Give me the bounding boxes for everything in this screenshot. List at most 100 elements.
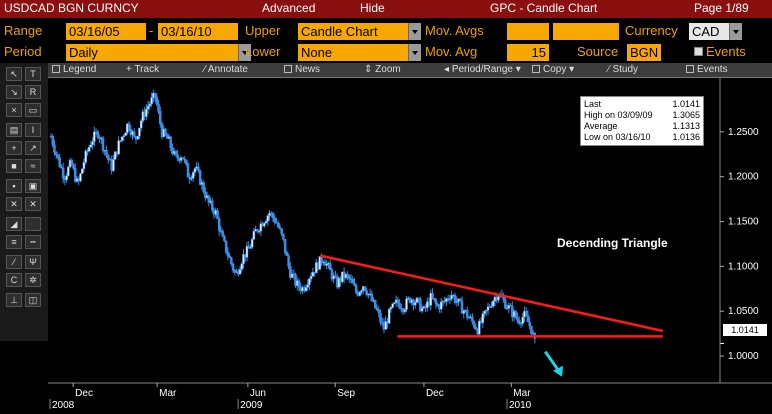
pen-tool-icon[interactable]: ⁄	[6, 255, 22, 269]
currency-dropdown-icon[interactable]	[729, 23, 742, 40]
candle-body	[325, 263, 328, 266]
text-tool-icon[interactable]: T	[25, 67, 41, 81]
candle-body	[282, 233, 285, 240]
move-tool-icon[interactable]: +	[6, 141, 22, 155]
candle-body	[398, 302, 401, 309]
track-button[interactable]: + Track	[126, 64, 160, 75]
y-tick-label: 1.1500	[728, 217, 759, 228]
candle-body	[268, 212, 271, 216]
candle-body	[370, 293, 374, 302]
lower-select[interactable]: None	[298, 44, 408, 61]
events-button[interactable]: Events	[686, 63, 728, 77]
candle-body	[79, 173, 82, 182]
bin-tool-icon[interactable]: ▪	[6, 179, 22, 193]
candle-body	[448, 298, 452, 301]
candle-body	[190, 177, 193, 180]
text-box-tool-icon[interactable]: I	[25, 123, 41, 137]
page-indicator: Page 1/89	[694, 1, 749, 15]
news-icon	[284, 65, 292, 73]
candle-body	[266, 215, 270, 222]
source-field[interactable]: BGN	[627, 44, 661, 61]
trash-tool-icon[interactable]: ■	[6, 159, 22, 173]
movavgs-field-1[interactable]	[507, 23, 549, 40]
lower-dropdown-icon[interactable]	[408, 44, 421, 61]
candle-body	[360, 290, 363, 293]
fill-tool-icon[interactable]: ◢	[6, 217, 22, 231]
dash-tool-icon[interactable]: ┅	[25, 235, 41, 249]
candle-body	[353, 283, 356, 286]
candle-body	[375, 307, 379, 311]
candle-body	[483, 310, 486, 314]
candle-body	[311, 272, 315, 277]
candle-body	[120, 136, 124, 141]
pointer-tool-icon[interactable]: ↖	[6, 67, 22, 81]
cross-alt-tool-icon[interactable]: ✕	[25, 197, 41, 211]
candle-body	[516, 317, 519, 321]
line-tool-icon[interactable]: ↘	[6, 85, 22, 99]
candle-body	[287, 255, 290, 267]
movavg-field[interactable]: 15	[507, 44, 549, 61]
period-dropdown-icon[interactable]	[238, 44, 251, 61]
period-select[interactable]: Daily	[66, 44, 238, 61]
rectangle-tool-icon[interactable]: ▭	[25, 103, 41, 117]
lines-tool-icon[interactable]: ≡	[6, 235, 22, 249]
study-button[interactable]: ⁄ Study	[608, 64, 639, 75]
candle-body	[228, 255, 231, 258]
candle-body	[379, 312, 382, 323]
advanced-button[interactable]: Advanced	[262, 1, 316, 15]
candle-body	[197, 166, 200, 171]
candle-body	[445, 298, 448, 302]
candle-body	[278, 226, 282, 229]
grid-tool-icon[interactable]: ▤	[6, 123, 22, 137]
candle-body	[202, 182, 205, 193]
candle-body	[472, 321, 476, 328]
currency-field[interactable]: CAD	[689, 23, 729, 40]
copy-icon	[532, 65, 540, 73]
events-checkbox[interactable]	[694, 47, 703, 56]
candle-body	[74, 167, 77, 182]
candle-body	[264, 220, 268, 224]
last-label: Last	[584, 99, 602, 109]
news-button[interactable]: News	[284, 63, 320, 77]
params-row-1: Range 03/16/05 - 03/16/10 Upper Candle C…	[0, 21, 772, 42]
upper-select[interactable]: Candle Chart	[298, 23, 408, 40]
pin-tool-icon[interactable]: ⊥	[6, 293, 22, 307]
range-end-field[interactable]: 03/16/10	[158, 23, 238, 40]
candle-body	[519, 323, 523, 325]
cross-tool-icon[interactable]: ✕	[6, 197, 22, 211]
stats-box: Last 1.0141 High on 03/09/09 1.3065 Aver…	[580, 96, 704, 146]
candle-body	[171, 147, 174, 155]
candle-body	[332, 275, 335, 280]
delete-tool-icon[interactable]: ×	[6, 103, 22, 117]
upper-dropdown-icon[interactable]	[408, 23, 421, 40]
events-toolbar-label: Events	[697, 64, 728, 75]
annotate-button[interactable]: ⁄ Annotate	[204, 64, 248, 75]
calendar-tool-icon[interactable]: ▣	[25, 179, 41, 193]
range-start-field[interactable]: 03/16/05	[66, 23, 146, 40]
arrow-tool-icon[interactable]: ↗	[25, 141, 41, 155]
news-label: News	[295, 64, 321, 75]
candle-body	[139, 120, 143, 129]
candle-body	[328, 262, 332, 270]
candle-series	[49, 89, 537, 344]
movavgs-field-2[interactable]	[553, 23, 619, 40]
average-value: 1.1313	[672, 121, 700, 131]
parallel-tool-icon[interactable]: ≈	[25, 159, 41, 173]
candle-body	[474, 327, 478, 330]
candle-body	[231, 263, 235, 271]
zoom-button[interactable]: ⇕ Zoom	[364, 64, 401, 75]
box-tool-icon[interactable]: ◫	[25, 293, 41, 307]
copy-button[interactable]: Copy ▾	[532, 63, 574, 77]
period-range-button[interactable]: ◂ Period/Range ▾	[444, 64, 521, 75]
hide-button[interactable]: Hide	[360, 1, 385, 15]
cycle-tool-icon[interactable]: C	[6, 273, 22, 287]
color-tool-icon[interactable]	[25, 217, 41, 231]
candle-body	[164, 128, 167, 135]
high-value: 1.3065	[672, 110, 700, 120]
fork-tool-icon[interactable]: Ψ	[25, 255, 41, 269]
candle-body	[54, 152, 58, 155]
gear-icon[interactable]: ✲	[25, 273, 41, 287]
candle-body	[193, 168, 197, 173]
legend-button[interactable]: Legend	[52, 63, 96, 77]
retracement-tool-icon[interactable]: R	[25, 85, 41, 99]
